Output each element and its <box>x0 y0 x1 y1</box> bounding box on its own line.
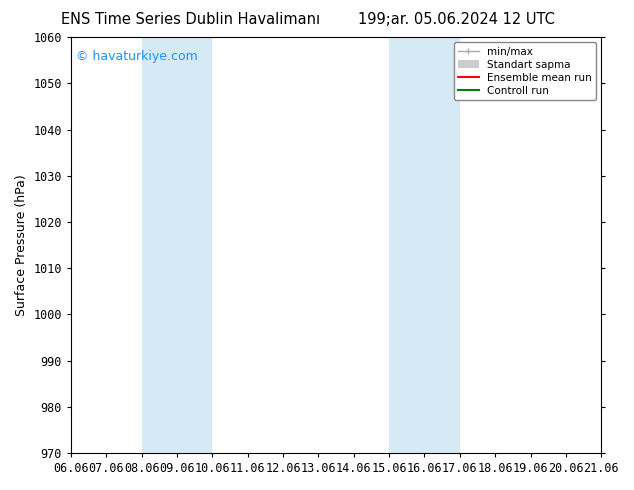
Legend: min/max, Standart sapma, Ensemble mean run, Controll run: min/max, Standart sapma, Ensemble mean r… <box>454 42 596 100</box>
Bar <box>142 37 212 453</box>
Y-axis label: Surface Pressure (hPa): Surface Pressure (hPa) <box>15 174 28 316</box>
Bar <box>389 37 460 453</box>
Text: ENS Time Series Dublin Havalimanı: ENS Time Series Dublin Havalimanı <box>61 12 320 27</box>
Text: © havaturkiye.com: © havaturkiye.com <box>76 49 198 63</box>
Text: 199;ar. 05.06.2024 12 UTC: 199;ar. 05.06.2024 12 UTC <box>358 12 555 27</box>
